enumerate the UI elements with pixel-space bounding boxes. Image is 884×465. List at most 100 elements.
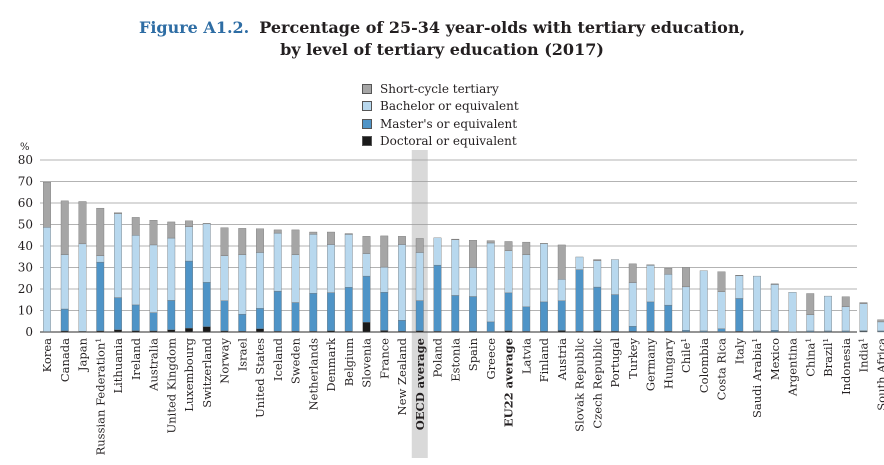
y-tick-label: 40 [18, 239, 33, 253]
legend-label-bachelor: Bachelor or equivalent [380, 99, 519, 114]
bar-segment-shortcycle [717, 271, 726, 292]
bar-segment-bachelor [557, 279, 566, 302]
category-label: Switzerland [200, 337, 214, 407]
y-tick-label: 0 [25, 325, 33, 339]
category-label: OECD average [413, 338, 427, 430]
bar-segment-bachelor [469, 267, 477, 297]
bar-segment-shortcycle [504, 241, 513, 251]
bar-segment-masters [415, 300, 424, 331]
bar-segment-bachelor [611, 259, 619, 295]
legend-item-short-cycle: Short-cycle tertiary [362, 80, 519, 98]
y-tick-label: 70 [18, 175, 33, 189]
category-label: United States [253, 338, 267, 418]
bar-segment-shortcycle [238, 228, 247, 255]
bar-segment-shortcycle [96, 207, 105, 256]
category-label: United Kingdom [164, 338, 178, 434]
bar-segment-bachelor [114, 213, 122, 298]
bar-segment-bachelor [256, 252, 264, 309]
bar-segment-bachelor [43, 227, 51, 332]
bar-segment-shortcycle [646, 264, 655, 266]
category-label: Norway [218, 338, 232, 384]
category-label: Denmark [324, 337, 338, 392]
bar-segment-bachelor [646, 265, 655, 303]
y-tick-label: 10 [18, 304, 33, 318]
bar-segment-shortcycle [131, 217, 140, 236]
bar-segment-masters [557, 300, 566, 331]
bar-segment-bachelor [628, 282, 637, 327]
bar-segment-shortcycle [273, 229, 282, 234]
category-label: Netherlands [306, 338, 320, 411]
bar-segment-bachelor [149, 244, 158, 313]
bar-segment-bachelor [735, 275, 744, 299]
bar-segment-masters [522, 306, 531, 332]
y-axis-label: % [20, 142, 30, 153]
category-label: Slovak Republic [573, 338, 587, 432]
bar-segment-bachelor [362, 253, 371, 277]
bar-segment-bachelor [699, 270, 708, 332]
bar-segment-doctoral [380, 330, 389, 333]
category-label: Greece [484, 338, 498, 380]
bar-segment-shortcycle [220, 227, 229, 256]
bar-segment-doctoral [504, 330, 513, 333]
category-label: China¹ [803, 338, 817, 377]
bar-segment-masters [770, 330, 779, 332]
bar-segment-doctoral [362, 322, 371, 333]
bar-segment-masters [149, 312, 158, 332]
bar-segment-masters [60, 308, 69, 332]
bar-segment-masters [327, 292, 335, 331]
bar-segment-bachelor [682, 286, 690, 331]
bar-segment-shortcycle [78, 201, 87, 245]
chart-legend: Short-cycle tertiary Bachelor or equival… [362, 80, 519, 150]
bar-segment-bachelor [327, 244, 335, 293]
bar-segment-bachelor [664, 273, 673, 306]
bar-segment-bachelor [486, 242, 495, 323]
bar-segment-shortcycle [309, 231, 318, 235]
bar-segment-shortcycle [682, 267, 690, 288]
bar-segment-bachelor [273, 232, 282, 292]
category-label: Czech Republic [590, 338, 604, 429]
bar-segment-doctoral [415, 330, 424, 333]
bar-segment-bachelor [291, 254, 300, 303]
category-label: Lithuania [111, 338, 125, 394]
bar-segment-masters [96, 261, 105, 332]
bar-segment-masters [220, 300, 229, 332]
bar-segment-bachelor [185, 226, 193, 262]
bar-segment-shortcycle [60, 200, 69, 255]
category-label: Germany [644, 337, 658, 391]
bar-segment-masters [256, 308, 264, 329]
bar-segment-doctoral [593, 330, 602, 333]
bar-segment-bachelor [504, 250, 513, 294]
category-label: Poland [431, 337, 445, 377]
bar-segment-masters [185, 260, 193, 329]
legend-swatch-master [362, 118, 372, 129]
bar-segment-masters [309, 293, 318, 332]
bar-segment-bachelor [717, 291, 726, 329]
category-label: Japan [76, 337, 90, 372]
bar-segment-shortcycle [43, 181, 51, 228]
chart-title-line-2: by level of tertiary education (2017) [280, 40, 604, 59]
bar-segment-shortcycle [593, 259, 602, 261]
category-label: Chile¹ [679, 338, 693, 373]
category-label: Slovenia [360, 338, 374, 388]
bar-segment-bachelor [60, 254, 69, 310]
bar-segment-masters [646, 301, 655, 332]
bar-segment-doctoral [131, 330, 140, 333]
legend-item-master: Master's or equivalent [362, 115, 519, 133]
bar-segment-shortcycle [770, 283, 779, 285]
bar-segment-masters [273, 290, 282, 332]
title-text-1: Percentage of 25-34 year-olds with terti… [259, 18, 746, 37]
bar-segment-bachelor [522, 254, 531, 308]
bar-segment-shortcycle [664, 267, 673, 275]
bar-segment-shortcycle [149, 220, 158, 246]
legend-item-bachelor: Bachelor or equivalent [362, 98, 519, 116]
bar-segment-masters [575, 269, 584, 332]
bar-segment-shortcycle [167, 221, 176, 239]
legend-swatch-short-cycle [362, 83, 372, 94]
category-label: South Africa [874, 338, 884, 411]
category-label: Saudi Arabia¹ [750, 338, 764, 418]
bar-segment-shortcycle [114, 212, 122, 214]
bar-segment-bachelor [877, 321, 884, 332]
category-label: Korea [40, 338, 54, 373]
bar-segment-bachelor [309, 234, 318, 294]
bar-segment-shortcycle [415, 238, 424, 253]
